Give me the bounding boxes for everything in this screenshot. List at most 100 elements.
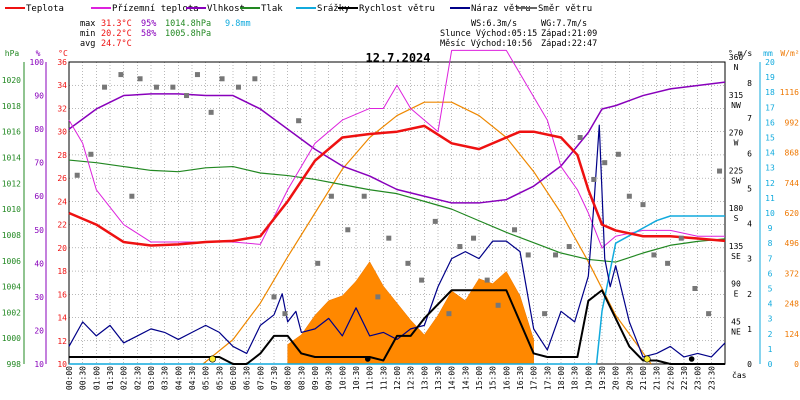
wm2-tick: 992 [785, 118, 800, 127]
wind-direction-point [553, 252, 559, 258]
time-tick: 06:30 [243, 366, 252, 390]
temp-tick: 12 [57, 337, 67, 346]
time-tick: 07:00 [256, 366, 265, 390]
mm-tick: 8 [768, 239, 773, 248]
pct-unit: % [36, 49, 41, 58]
wind-speed-line [69, 289, 725, 365]
mm-tick: 3 [768, 315, 773, 324]
pressure-line [68, 159, 726, 263]
wind-direction-point [328, 193, 334, 199]
mm-tick: 4 [768, 300, 773, 309]
wm2-tick: 1116 [780, 88, 799, 97]
direction-tick: N [734, 63, 739, 72]
temp-tick: 30 [57, 128, 67, 137]
time-tick: 09:00 [311, 366, 320, 390]
ms-tick: 5 [747, 184, 752, 193]
wind-direction-point [170, 84, 176, 90]
hpa-tick: 998 [7, 360, 22, 369]
chart-title: 12.7.2024 [365, 51, 430, 65]
wind-direction-point [386, 235, 392, 241]
moonset-marker [688, 356, 695, 362]
pct-tick: 30 [34, 293, 44, 302]
direction-tick: W [734, 139, 739, 148]
temp-unit: °C [58, 49, 68, 58]
wind-direction-point [315, 260, 321, 266]
mm-tick: 10 [765, 209, 775, 218]
wind-direction-point [602, 160, 608, 166]
pct-tick: 100 [30, 58, 45, 67]
direction-tick: SW [731, 176, 741, 185]
wind-speed-stat: WS:6.3m/s [471, 19, 517, 29]
wind-direction-point [484, 277, 490, 283]
sunset-marker [643, 355, 651, 363]
time-tick: 12:30 [407, 366, 416, 390]
time-tick: 19:30 [598, 366, 607, 390]
pct-tick: 60 [34, 192, 44, 201]
time-tick: 17:00 [530, 366, 539, 390]
legend-label: Srážky [317, 4, 350, 14]
sunrise-stat: Slunce Východ:05:15 [440, 29, 537, 39]
wind-direction-point [235, 84, 241, 90]
mm-tick: 9 [768, 224, 773, 233]
time-tick: 19:00 [584, 366, 593, 390]
time-tick: 01:00 [92, 366, 101, 390]
mm-tick: 15 [765, 134, 775, 143]
wind-gust-stat: WG:7.7m/s [541, 19, 587, 29]
hpa-unit: hPa [5, 49, 20, 58]
wind-direction-point [375, 294, 381, 300]
direction-tick: 315 [729, 91, 744, 100]
time-tick: 05:00 [202, 366, 211, 390]
wind-direction-point [88, 151, 94, 157]
hpa-tick: 1006 [2, 257, 21, 266]
temp-tick: 16 [57, 290, 67, 299]
time-tick: 08:00 [284, 366, 293, 390]
hpa-tick: 1016 [2, 128, 21, 137]
time-tick: 14:30 [461, 366, 470, 390]
mm-tick: 2 [768, 330, 773, 339]
time-tick: 06:00 [229, 366, 238, 390]
mm-tick: 16 [765, 118, 775, 127]
time-tick: 18:00 [557, 366, 566, 390]
mm-tick: 17 [765, 103, 775, 112]
time-tick: 03:30 [161, 366, 170, 390]
wind-direction-point [577, 135, 583, 140]
time-tick: 11:00 [366, 366, 375, 390]
mm-unit: mm [763, 49, 773, 58]
wind-direction-point [184, 93, 190, 99]
direction-tick: 360 [729, 53, 744, 62]
wind-direction-point [252, 76, 258, 82]
ground-temperature-line [68, 49, 725, 249]
hpa-tick: 1020 [2, 76, 21, 85]
temp-tick: 36 [57, 58, 67, 67]
rain-line [69, 215, 725, 365]
time-tick: 21:00 [639, 366, 648, 390]
pct-tick: 40 [34, 259, 44, 268]
wind-direction-point [129, 193, 135, 199]
wind-direction-point [405, 260, 411, 266]
mm-tick: 1 [768, 345, 773, 354]
max-label: max [80, 19, 95, 29]
direction-tick: 270 [729, 129, 744, 138]
mm-tick: 5 [768, 285, 773, 294]
wm2-tick: 124 [785, 330, 800, 339]
time-tick: 07:30 [270, 366, 279, 390]
wind-direction-point [208, 109, 214, 115]
legend-label: Přízemní teplota [112, 4, 199, 14]
sunrise-marker [209, 355, 217, 363]
ms-tick: 3 [747, 255, 752, 264]
direction-tick: 135 [729, 242, 744, 251]
wind-direction-point [615, 151, 621, 157]
time-tick: 22:00 [666, 366, 675, 390]
humidity-line [68, 81, 726, 204]
wind-direction-point [194, 72, 200, 78]
mm-tick: 6 [768, 269, 773, 278]
wind-direction-point [361, 193, 367, 199]
wind-direction-point [692, 286, 698, 291]
max-rain: 9.8mm [225, 19, 251, 29]
time-tick: 04:30 [188, 366, 197, 390]
direction-tick: NW [731, 101, 741, 110]
pct-tick: 20 [34, 326, 44, 335]
wind-direction-point [137, 76, 143, 82]
temp-tick: 26 [57, 174, 67, 183]
